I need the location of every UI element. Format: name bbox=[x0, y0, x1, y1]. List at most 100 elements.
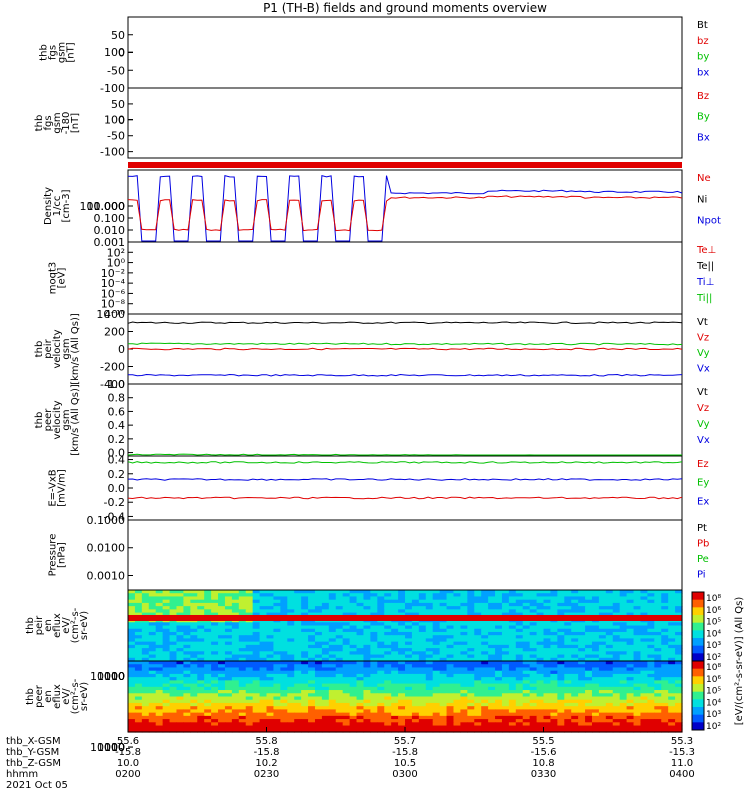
spectrogram-cell bbox=[453, 725, 461, 730]
spectrogram-cell bbox=[474, 712, 482, 717]
spectrogram-cell bbox=[598, 612, 607, 617]
y-tick-label: 10 bbox=[111, 670, 125, 683]
spectrogram-cell bbox=[578, 683, 586, 688]
spectrogram-cell bbox=[169, 625, 178, 630]
spectrogram-cell bbox=[453, 625, 461, 630]
spectrogram-cell bbox=[287, 670, 295, 675]
spectrogram-cell bbox=[661, 596, 669, 601]
spectrogram-cell bbox=[474, 680, 482, 685]
spectrogram-cell bbox=[211, 712, 219, 717]
spectrogram-cell bbox=[259, 673, 268, 678]
spectrogram-cell bbox=[405, 725, 413, 730]
spectrogram-cell bbox=[418, 651, 427, 656]
spectrogram-cell bbox=[515, 628, 524, 633]
spectrogram-cell bbox=[640, 677, 648, 681]
spectrogram-cell bbox=[391, 680, 399, 685]
spectrogram-cell bbox=[218, 628, 226, 633]
spectrogram-cell bbox=[598, 728, 607, 733]
spectrogram-cell bbox=[162, 673, 171, 678]
spectrogram-cell bbox=[398, 683, 406, 688]
spectrogram-cell bbox=[384, 602, 392, 607]
spectrogram-cell bbox=[128, 728, 136, 733]
spectrogram-cell bbox=[141, 693, 150, 698]
spectrogram-cell bbox=[301, 657, 309, 662]
spectrogram-cell bbox=[280, 725, 288, 730]
spectrogram-cell bbox=[481, 612, 489, 617]
spectrogram-cell bbox=[474, 651, 482, 656]
spectrogram-cell bbox=[605, 712, 614, 717]
colorbar-segment bbox=[692, 684, 704, 693]
spectrogram-cell bbox=[155, 602, 164, 607]
colorbar-segment bbox=[692, 607, 704, 616]
spectrogram-cell bbox=[488, 631, 496, 636]
spectrogram-cell bbox=[425, 625, 434, 630]
spectrogram-cell bbox=[453, 673, 461, 678]
y-tick-label: -400 bbox=[100, 378, 125, 391]
spectrogram-cell bbox=[335, 702, 344, 707]
spectrogram-cell bbox=[536, 609, 545, 614]
spectrogram-cell bbox=[342, 725, 351, 730]
spectrogram-cell bbox=[287, 709, 295, 714]
spectrogram-cell bbox=[211, 680, 219, 685]
spectrogram-cell bbox=[335, 690, 344, 694]
spectrogram-cell bbox=[460, 609, 468, 614]
spectrogram-cell bbox=[647, 606, 655, 610]
spectrogram-cell bbox=[134, 702, 143, 707]
spectrogram-cell bbox=[280, 609, 288, 614]
spectrogram-cell bbox=[308, 628, 316, 633]
spectrogram-cell bbox=[197, 654, 205, 659]
spectrogram-cell bbox=[377, 706, 385, 711]
spectrogram-cell bbox=[314, 590, 323, 594]
spectrogram-cell bbox=[522, 606, 531, 610]
spectrogram-cell bbox=[467, 693, 475, 698]
spectrogram-cell bbox=[273, 641, 281, 646]
spectrogram-cell bbox=[501, 702, 510, 707]
spectrogram-cell bbox=[252, 715, 261, 720]
spectrogram-cell bbox=[370, 683, 378, 688]
spectrogram-cell bbox=[245, 702, 254, 707]
spectrogram-cell bbox=[446, 673, 455, 678]
spectrogram-cell bbox=[425, 602, 434, 607]
spectrogram-cell bbox=[335, 661, 344, 665]
spectrogram-cell bbox=[633, 602, 642, 607]
spectrogram-cell bbox=[654, 602, 662, 607]
spectrogram-cell bbox=[183, 590, 191, 594]
xaxis-value: 11.0 bbox=[671, 758, 693, 769]
spectrogram-cell bbox=[211, 641, 219, 646]
spectrogram-cell bbox=[183, 641, 191, 646]
spectrogram-cell bbox=[384, 715, 392, 720]
spectrogram-cell bbox=[204, 661, 212, 665]
spectrogram-cell bbox=[488, 664, 496, 669]
spectrogram-cell bbox=[585, 686, 593, 691]
y-tick-label: 0.0010 bbox=[87, 569, 126, 582]
spectrogram-cell bbox=[398, 609, 406, 614]
spectrogram-cell bbox=[605, 722, 614, 727]
spectrogram-cell bbox=[169, 635, 178, 640]
spectrogram-cell bbox=[550, 728, 558, 733]
spectrogram-cell bbox=[280, 667, 288, 672]
spectrogram-cell bbox=[252, 728, 261, 733]
spectrogram-cell bbox=[654, 664, 662, 669]
spectrogram-cell bbox=[647, 719, 655, 723]
spectrogram-cell bbox=[591, 680, 600, 685]
spectrogram-cell bbox=[591, 609, 600, 614]
spectrogram-cell bbox=[398, 712, 406, 717]
spectrogram-cell bbox=[342, 609, 351, 614]
spectrogram-cell bbox=[224, 677, 233, 681]
legend-entry: Vz bbox=[697, 333, 709, 344]
spectrogram-cell bbox=[605, 702, 614, 707]
series-line-Ne bbox=[127, 195, 683, 232]
spectrogram-cell bbox=[564, 677, 572, 681]
spectrogram-cell bbox=[377, 728, 385, 733]
spectrogram-cell bbox=[418, 631, 427, 636]
spectrogram-cell bbox=[585, 635, 593, 640]
spectrogram-cell bbox=[418, 728, 427, 733]
spectrogram-cell bbox=[605, 661, 614, 665]
spectrogram-cell bbox=[321, 670, 330, 675]
spectrogram-cell bbox=[190, 686, 198, 691]
spectrogram-cell bbox=[508, 648, 517, 652]
spectrogram-cell bbox=[176, 664, 184, 669]
spectrogram-cell bbox=[128, 654, 136, 659]
spectrogram-cell bbox=[141, 725, 150, 730]
